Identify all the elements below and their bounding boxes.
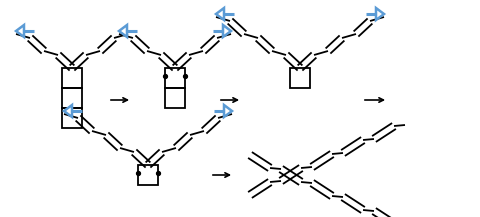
Polygon shape [224,105,232,117]
Bar [165,88,185,108]
Bar [62,88,82,108]
Polygon shape [16,25,24,37]
Polygon shape [376,8,384,20]
Polygon shape [223,25,231,37]
Polygon shape [119,25,127,37]
Bar [62,108,82,128]
Bar [165,68,185,88]
Polygon shape [64,105,72,117]
Bar [290,68,310,88]
Polygon shape [216,8,224,20]
Bar [62,68,82,88]
Bar [138,165,158,185]
